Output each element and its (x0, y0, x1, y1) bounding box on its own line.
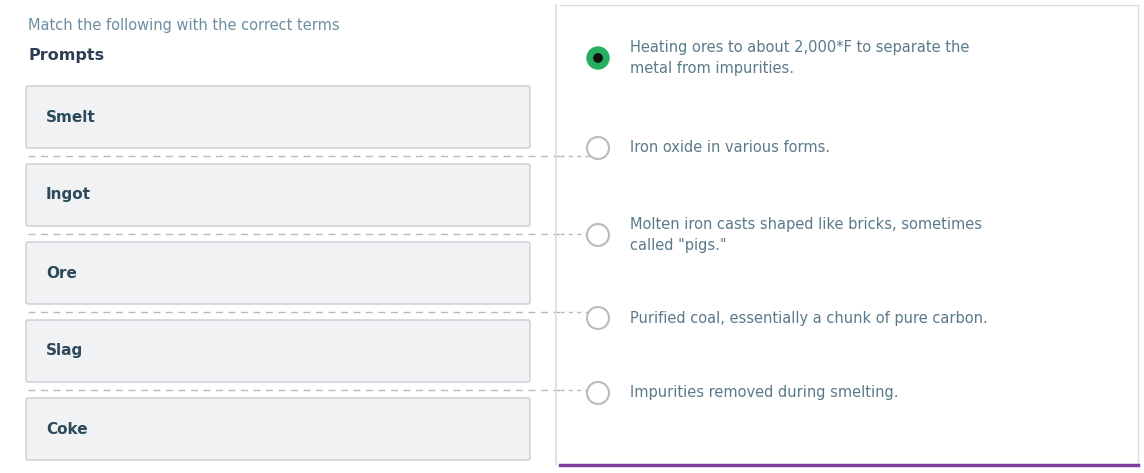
Text: Match the following with the correct terms: Match the following with the correct ter… (27, 18, 340, 33)
Text: metal from impurities.: metal from impurities. (630, 61, 794, 76)
Circle shape (587, 47, 609, 69)
FancyBboxPatch shape (561, 5, 1138, 465)
Text: Molten iron casts shaped like bricks, sometimes: Molten iron casts shaped like bricks, so… (630, 217, 982, 232)
FancyBboxPatch shape (26, 398, 530, 460)
FancyBboxPatch shape (26, 164, 530, 226)
Text: Iron oxide in various forms.: Iron oxide in various forms. (630, 140, 831, 156)
Circle shape (594, 54, 602, 62)
Text: Smelt: Smelt (46, 110, 96, 124)
Text: Purified coal, essentially a chunk of pure carbon.: Purified coal, essentially a chunk of pu… (630, 310, 987, 325)
FancyBboxPatch shape (26, 86, 530, 148)
Text: Prompts: Prompts (27, 48, 104, 63)
Text: called "pigs.": called "pigs." (630, 238, 726, 254)
Circle shape (587, 224, 609, 246)
FancyBboxPatch shape (26, 242, 530, 304)
Circle shape (587, 382, 609, 404)
FancyBboxPatch shape (26, 320, 530, 382)
Circle shape (587, 137, 609, 159)
Text: Heating ores to about 2,000*F to separate the: Heating ores to about 2,000*F to separat… (630, 40, 969, 55)
Text: Ingot: Ingot (46, 187, 92, 202)
Text: Impurities removed during smelting.: Impurities removed during smelting. (630, 385, 898, 401)
Text: Ore: Ore (46, 265, 77, 280)
Text: Slag: Slag (46, 343, 84, 359)
Text: Coke: Coke (46, 421, 88, 437)
Circle shape (587, 307, 609, 329)
